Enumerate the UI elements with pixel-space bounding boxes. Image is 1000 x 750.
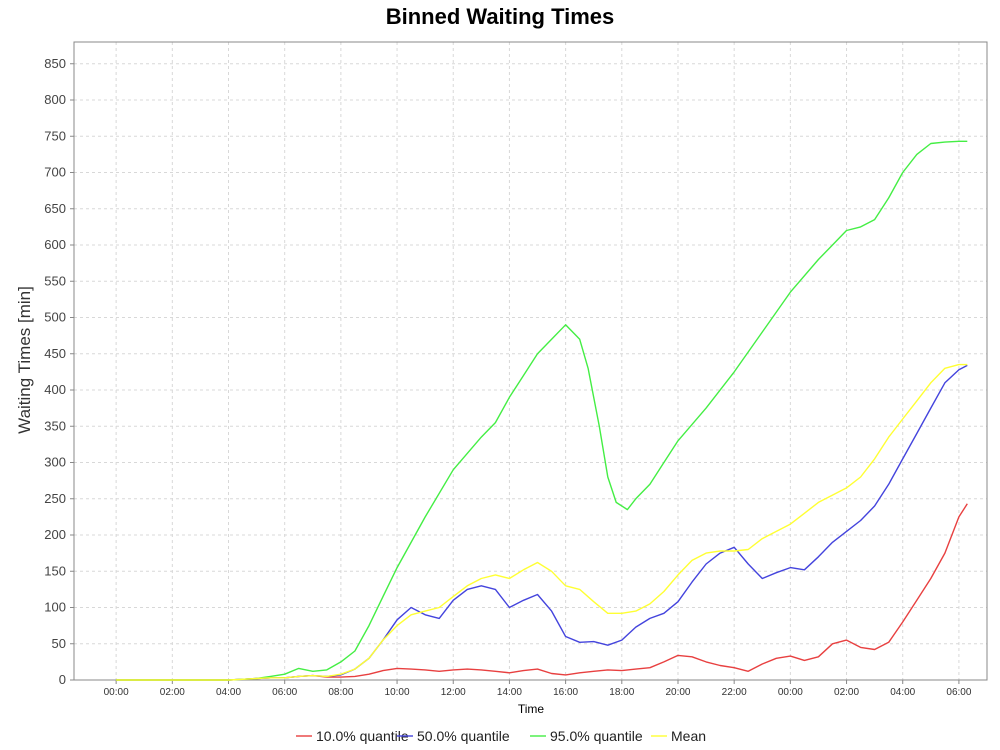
y-tick-label: 350 (44, 418, 66, 433)
x-tick-label: 08:00 (328, 687, 353, 698)
y-tick-label: 850 (44, 56, 66, 71)
x-tick-label: 16:00 (553, 687, 578, 698)
legend-label: 95.0% quantile (550, 728, 643, 744)
series-line-3 (116, 363, 968, 681)
legend-item-0: 10.0% quantile (296, 728, 409, 744)
grid (74, 42, 987, 680)
x-tick-label: 02:00 (834, 687, 859, 698)
legend: 10.0% quantile 50.0% quantile 95.0% quanti… (296, 728, 706, 744)
y-tick-label: 600 (44, 237, 66, 252)
x-tick-label: 10:00 (385, 687, 410, 698)
series-lines (116, 140, 968, 681)
x-tick-label: 02:00 (160, 687, 185, 698)
y-tick-label: 800 (44, 92, 66, 107)
y-tick-label: 150 (44, 563, 66, 578)
y-tick-label: 100 (44, 600, 66, 615)
x-tick-label: 00:00 (778, 687, 803, 698)
y-tick-label: 450 (44, 346, 66, 361)
series-line-2 (116, 140, 968, 681)
x-tick-label: 00:00 (104, 687, 129, 698)
legend-item-2: 95.0% quantile (530, 728, 643, 744)
legend-label: 50.0% quantile (417, 728, 510, 744)
x-tick-label: 06:00 (272, 687, 297, 698)
x-tick-label: 04:00 (216, 687, 241, 698)
legend-item-3: Mean (651, 728, 706, 744)
x-tick-label: 14:00 (497, 687, 522, 698)
y-tick-label: 300 (44, 455, 66, 470)
series-line-0 (116, 503, 968, 681)
y-tick-label: 50 (52, 636, 66, 651)
x-tick-label: 04:00 (890, 687, 915, 698)
y-axis-label: Waiting Times [min] (15, 286, 34, 434)
series-line-1 (116, 364, 968, 681)
y-tick-label: 650 (44, 201, 66, 216)
y-tick-label: 200 (44, 527, 66, 542)
x-tick-label: 12:00 (441, 687, 466, 698)
x-tick-label: 22:00 (722, 687, 747, 698)
y-axis: 0 50 100 150 200 250 300 350 400 450 500 550 600 650 7… (44, 56, 74, 687)
legend-label: Mean (671, 728, 706, 744)
x-axis: 00:00 02:00 04:00 06:00 08:00 10:00 12:00 14:00… (104, 680, 972, 698)
legend-item-1: 50.0% quantile (397, 728, 510, 744)
x-tick-label: 06:00 (946, 687, 971, 698)
x-tick-label: 20:00 (665, 687, 690, 698)
plot-area (73, 41, 988, 681)
y-tick-label: 750 (44, 128, 66, 143)
x-axis-label: Time (518, 702, 545, 716)
y-tick-label: 550 (44, 273, 66, 288)
y-tick-label: 500 (44, 310, 66, 325)
legend-label: 10.0% quantile (316, 728, 409, 744)
chart-title: Binned Waiting Times (386, 4, 615, 29)
y-tick-label: 250 (44, 491, 66, 506)
y-tick-label: 0 (59, 672, 66, 687)
y-tick-label: 700 (44, 165, 66, 180)
y-tick-label: 400 (44, 382, 66, 397)
x-tick-label: 18:00 (609, 687, 634, 698)
